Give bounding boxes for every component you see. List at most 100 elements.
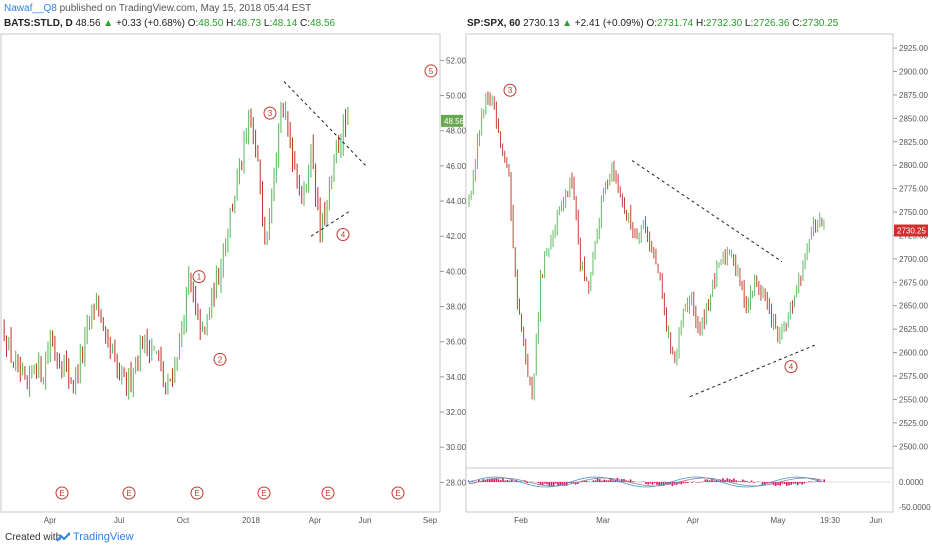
left-plot-frame [0,33,441,513]
left-axis-label: 38.00 [446,303,467,312]
left-axis-label: 30.00 [446,443,467,452]
left-trendline [310,211,350,237]
left-trendline [283,81,367,167]
wave-1-marker [192,270,206,284]
right-axis-label: 2625.00 [899,325,928,334]
left-high: 48.73 [236,18,262,29]
right-axis-label: 2800.00 [899,161,928,170]
macd-axis-label: 0.0000 [899,478,924,487]
left-xaxis-label: Apr [309,516,322,525]
right-trendline [689,344,816,398]
left-xaxis-label: Jul [114,516,124,525]
left-axis-label: 32.00 [446,408,467,417]
left-axis-label: 44.00 [446,197,467,206]
right-axis-label: 2575.00 [899,372,928,381]
right-change: +2.41 (+0.09%) [574,18,644,29]
earnings-label: E [325,489,330,498]
wave-5-marker [424,64,438,78]
earnings-marker [257,486,271,500]
earnings-marker [190,486,204,500]
left-open: 48.50 [198,18,224,29]
right-axis-label: 2600.00 [899,349,928,358]
wave-4-marker [784,360,798,374]
wave-1-label: 1 [197,273,202,282]
wave-3-label: 3 [268,109,273,118]
left-axis-label: 42.00 [446,232,467,241]
wave-5-label: 5 [429,67,434,76]
left-axis-label: 34.00 [446,373,467,382]
left-xaxis-label: Sep [423,516,438,525]
wave-3-marker [263,106,277,120]
left-xaxis-label: 2018 [242,516,260,525]
left-change: +0.33 (+0.68%) [115,18,185,29]
left-axis-label: 46.00 [446,162,467,171]
right-xaxis-label: Apr [687,516,700,525]
left-axis-label: 36.00 [446,338,467,347]
macd-axis-label: -50.0000 [899,503,931,512]
earnings-label: E [126,489,131,498]
right-axis-label: 2825.00 [899,138,928,147]
macd-signal-line [467,477,823,487]
publish-line: Nawaf__Q8 published on TradingView.com, … [4,3,311,14]
right-xaxis-label: Jun [870,516,883,525]
right-axis-label: 2775.00 [899,185,928,194]
left-close: 48.56 [310,18,336,29]
right-xaxis-label: May [770,516,785,525]
left-symbol[interactable]: BATS:STLD, D [4,18,73,29]
right-price-tag [894,224,928,237]
right-axis-label: 2750.00 [899,208,928,217]
wave-2-label: 2 [218,355,223,364]
left-axis-label: 52.00 [446,56,467,65]
right-axis-label: 2500.00 [899,442,928,451]
right-axis-label: 2650.00 [899,302,928,311]
tradingview-logo-icon [56,531,71,543]
wave-2-marker [213,352,227,366]
earnings-marker [391,486,405,500]
right-axis-label: 2700.00 [899,255,928,264]
left-xaxis-label: Oct [177,516,190,525]
left-last: 48.56 [75,18,101,29]
right-axis-label: 2850.00 [899,114,928,123]
left-axis-label: 48.00 [446,127,467,136]
left-price-tag-text: 48.56 [444,117,465,126]
left-axis-label: 40.00 [446,267,467,276]
left-low: 48.14 [272,18,298,29]
publish-text: published on TradingView.com, May 15, 20… [59,3,312,14]
earnings-label: E [261,489,266,498]
earnings-marker [55,486,69,500]
right-xaxis-label: 19:30 [820,516,841,525]
right-axis-label: 2525.00 [899,419,928,428]
created-with-text: Created with [5,532,62,543]
right-open: 2731.74 [657,18,694,29]
right-legend: SP:SPX, 60 2730.13 ▲ +2.41 (+0.09%) O:27… [467,18,839,29]
right-axis-label: 2675.00 [899,278,928,287]
left-legend: BATS:STLD, D 48.56 ▲ +0.33 (+0.68%) O:48… [4,18,336,29]
left-axis-label: 50.00 [446,92,467,101]
right-price-tag-text: 2730.25 [897,227,926,236]
right-close: 2730.25 [802,18,839,29]
author-link[interactable]: Nawaf__Q8 [4,3,57,14]
macd-line [467,476,823,488]
wave-4-label: 4 [341,230,346,239]
earnings-label: E [194,489,199,498]
charts-svg: 52.00 50.00 48.00 46.00 44.00 42.00 40.00 38.00… [0,33,931,525]
right-low: 2726.36 [753,18,790,29]
wave-3-marker [503,83,517,97]
wave-4-label: 4 [789,363,794,372]
earnings-marker [321,486,335,500]
right-last: 2730.13 [523,18,560,29]
left-price-tag [441,114,463,127]
right-symbol[interactable]: SP:SPX, 60 [467,18,521,29]
earnings-label: E [59,489,64,498]
footer-bar: Created with TradingView [0,527,932,550]
left-xaxis-label: Apr [44,516,57,525]
right-trendline [631,160,783,263]
wave-3-label: 3 [508,86,513,95]
left-change-arrow: ▲ [103,18,114,29]
tradingview-brand[interactable]: TradingView [73,531,134,543]
right-axis-label: 2925.00 [899,44,928,53]
left-xaxis-label: Jun [359,516,372,525]
right-axis-label: 2550.00 [899,395,928,404]
right-xaxis-label: Feb [514,516,528,525]
